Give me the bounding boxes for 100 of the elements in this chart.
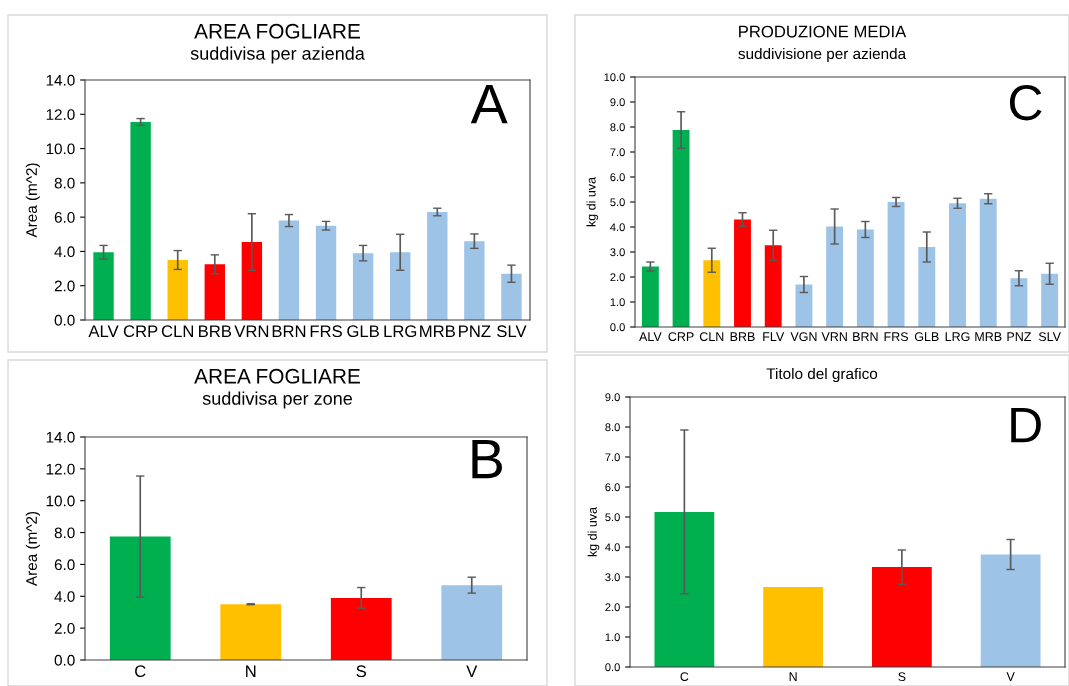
y-tick-label: 14.0	[46, 431, 75, 443]
x-tick-label: LRG	[945, 332, 970, 342]
bar	[734, 219, 751, 327]
x-tick-label: V	[1006, 672, 1015, 681]
bar	[109, 536, 171, 660]
y-tick-label: 2.0	[54, 623, 75, 634]
annotation: A	[470, 84, 508, 124]
y-tick-label: 8.0	[54, 177, 75, 189]
x-tick-label: VGN	[790, 332, 817, 342]
y-tick-label: 3.0	[605, 573, 620, 582]
y-tick-label: 4.0	[54, 591, 75, 602]
chart-title: Titolo del grafico	[766, 367, 878, 383]
x-tick-label: MRB	[420, 325, 455, 337]
y-tick-label: 14.0	[46, 74, 75, 86]
x-tick-label: BRN	[272, 325, 306, 337]
x-tick-label: SLV	[497, 325, 527, 338]
x-tick-label: VRN	[234, 325, 269, 337]
bar	[93, 252, 114, 320]
bar	[979, 198, 997, 327]
x-tick-label: ALV	[88, 325, 119, 337]
y-tick-label: 2.0	[54, 280, 75, 292]
bar	[390, 252, 411, 320]
bar	[501, 273, 522, 320]
x-tick-label: PNZ	[1007, 332, 1032, 341]
bar	[241, 242, 263, 320]
bar	[654, 511, 715, 667]
bar	[167, 260, 188, 320]
y-tick-label: 1.0	[610, 298, 625, 307]
x-tick-label: C	[680, 672, 689, 682]
x-tick-label: BRB	[199, 325, 232, 337]
y-axis-title: kg di uva	[586, 176, 599, 227]
bar	[464, 241, 485, 320]
bar	[315, 225, 337, 320]
y-tick-label: 9.0	[610, 98, 625, 107]
x-tick-label: CRP	[668, 332, 694, 342]
chart-title: AREA FOGLIARE	[194, 23, 360, 39]
y-tick-label: 0.0	[54, 654, 75, 666]
bar	[918, 247, 936, 327]
bar	[764, 245, 782, 327]
bar	[441, 585, 503, 660]
x-tick-label: CRP	[123, 325, 158, 338]
x-tick-label: CLN	[161, 325, 194, 338]
bar	[1010, 278, 1028, 327]
bar	[278, 220, 300, 320]
bar	[856, 229, 874, 327]
x-tick-label: GLB	[914, 332, 939, 342]
x-tick-label: V	[466, 665, 478, 677]
x-tick-label: LRG	[384, 325, 417, 338]
y-tick-label: 3.0	[610, 248, 625, 257]
chart-subtitle: suddivisa per zone	[202, 391, 352, 409]
y-tick-label: 0.0	[605, 663, 620, 672]
chart-title: AREA FOGLIARE	[194, 368, 360, 384]
x-tick-label: SLV	[1038, 332, 1061, 342]
y-axis-title: kg di uva	[587, 506, 600, 557]
y-tick-label: 8.0	[610, 123, 625, 132]
x-tick-label: CLN	[699, 332, 724, 342]
annotation: B	[472, 439, 502, 479]
y-tick-label: 4.0	[54, 246, 75, 258]
x-tick-label: S	[356, 665, 367, 678]
y-tick-label: 5.0	[610, 198, 625, 207]
bar	[980, 554, 1041, 667]
y-tick-label: 12.0	[46, 463, 75, 475]
y-tick-label: 2.0	[605, 603, 620, 612]
x-tick-label: N	[789, 672, 797, 681]
y-axis-title: Area (m^2)	[25, 511, 40, 587]
y-tick-label: 4.0	[605, 543, 620, 552]
y-tick-label: 10.0	[604, 73, 625, 82]
y-tick-label: 10.0	[46, 495, 75, 507]
x-tick-label: FLV	[763, 332, 785, 341]
x-tick-label: VRN	[821, 332, 847, 341]
bar	[427, 212, 448, 320]
x-tick-label: GLB	[347, 325, 379, 338]
y-tick-label: 6.0	[54, 212, 75, 223]
y-tick-label: 8.0	[605, 423, 620, 432]
chart-subtitle: suddivisione per azienda	[738, 47, 907, 63]
bar	[703, 260, 721, 327]
bar	[641, 266, 659, 327]
bar	[352, 253, 374, 320]
x-tick-label: FRS	[884, 332, 908, 342]
bar	[130, 122, 151, 320]
x-tick-label: BRN	[853, 332, 878, 341]
y-tick-label: 8.0	[54, 527, 75, 539]
y-tick-label: 6.0	[605, 483, 620, 492]
bar	[795, 284, 813, 327]
y-tick-label: 1.0	[605, 633, 620, 642]
bar	[826, 226, 844, 327]
bar	[330, 597, 392, 660]
y-tick-label: 4.0	[610, 223, 625, 232]
x-tick-label: C	[135, 665, 146, 678]
annotation: C	[1009, 85, 1042, 121]
bar	[1041, 273, 1059, 327]
bar	[887, 202, 905, 327]
y-tick-label: 7.0	[610, 148, 625, 157]
bar	[763, 586, 824, 667]
y-axis-title: Area (m^2)	[25, 163, 40, 238]
y-tick-label: 6.0	[54, 559, 75, 571]
y-tick-label: 0.0	[54, 314, 75, 326]
y-tick-label: 9.0	[605, 393, 620, 402]
chart-title: PRODUZIONE MEDIA	[739, 25, 907, 38]
y-tick-label: 5.0	[605, 513, 620, 522]
